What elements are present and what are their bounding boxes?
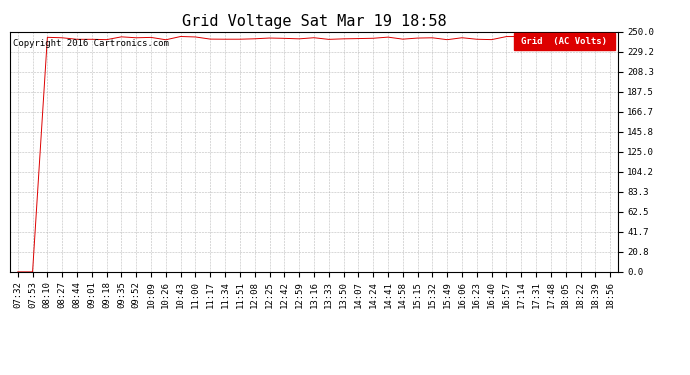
Title: Grid Voltage Sat Mar 19 18:58: Grid Voltage Sat Mar 19 18:58 xyxy=(181,14,446,29)
Bar xyxy=(514,33,615,50)
Text: Copyright 2016 Cartronics.com: Copyright 2016 Cartronics.com xyxy=(13,39,169,48)
Text: Grid  (AC Volts): Grid (AC Volts) xyxy=(522,37,607,46)
